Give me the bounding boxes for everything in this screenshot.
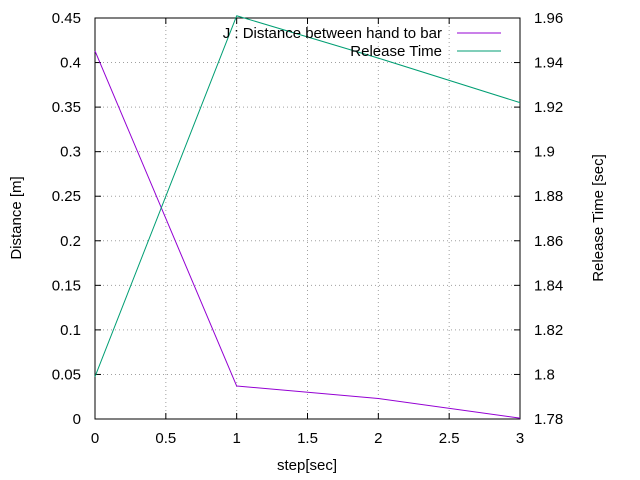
y2-axis-title: Release Time [sec] — [590, 154, 607, 282]
grid — [95, 18, 520, 419]
y2-tick-label: 1.92 — [534, 99, 563, 116]
x-tick-label: 3 — [516, 430, 524, 447]
y-tick-label: 0.35 — [52, 99, 81, 116]
y2-tick-label: 1.8 — [534, 366, 555, 383]
y2-tick-label: 1.78 — [534, 411, 563, 428]
y2-tick-label: 1.84 — [534, 277, 563, 294]
y-tick-label: 0.4 — [60, 55, 81, 72]
legend-label-distance: J : Distance between hand to bar — [223, 25, 442, 42]
y-axis-title: Distance [m] — [8, 176, 25, 259]
axis-ticks: 0 0.5 1 1.5 2 2.5 3 0 0.05 0.1 0.15 0.2 0.25 0.3 0.35 0… — [52, 10, 563, 447]
x-tick-label: 2.5 — [439, 430, 460, 447]
series-lines — [94, 15, 521, 419]
y-tick-label: 0.15 — [52, 277, 81, 294]
y-tick-label: 0.25 — [52, 188, 81, 205]
y-tick-label: 0 — [73, 411, 81, 428]
x-tick-label: 1 — [232, 430, 240, 447]
x-axis-title: step[sec] — [277, 457, 337, 474]
y-tick-label: 0.05 — [52, 366, 81, 383]
y2-tick-label: 1.86 — [534, 233, 563, 250]
x-tick-label: 0 — [91, 430, 99, 447]
x-tick-label: 1.5 — [297, 430, 318, 447]
series-line-distance — [94, 50, 521, 419]
y-tick-label: 0.2 — [60, 233, 81, 250]
y-tick-label: 0.45 — [52, 10, 81, 27]
y-tick-label: 0.3 — [60, 144, 81, 161]
x-tick-label: 2 — [374, 430, 382, 447]
y2-tick-label: 1.82 — [534, 322, 563, 339]
y2-tick-label: 1.9 — [534, 144, 555, 161]
legend-label-release-time: Release Time — [350, 43, 442, 60]
x-tick-label: 0.5 — [155, 430, 176, 447]
legend: J : Distance between hand to bar Release… — [223, 25, 501, 60]
y-tick-label: 0.1 — [60, 322, 81, 339]
y2-tick-label: 1.88 — [534, 188, 563, 205]
series-line-release-time — [94, 15, 521, 377]
y2-tick-label: 1.94 — [534, 55, 563, 72]
y2-tick-label: 1.96 — [534, 10, 563, 27]
